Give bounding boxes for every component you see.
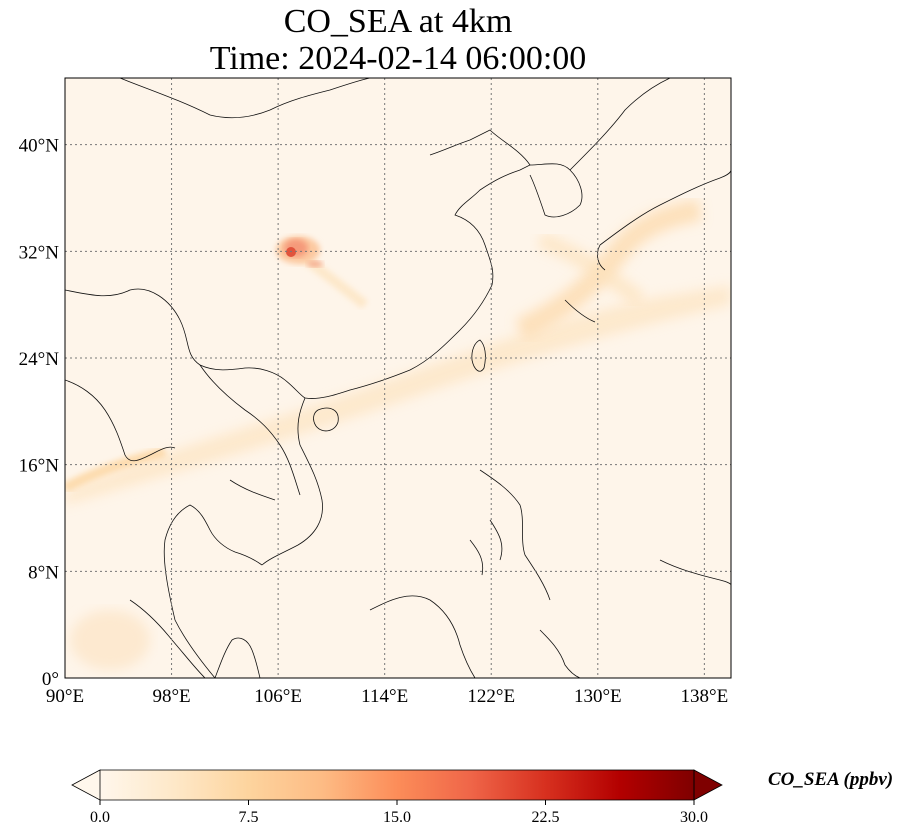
coastline-russia-north [119,78,371,119]
coastline-taiwan [471,339,486,372]
lat-tick-label: 40°N [19,136,60,157]
border-laos [199,364,301,501]
colorbar: 0.0 7.5 15.0 22.5 30.0 [71,769,723,826]
lat-tick-label: 24°N [19,349,60,370]
colorbar-extend-max [693,769,723,801]
lat-tick-label: 0° [42,669,59,690]
map-title-line2: Time: 2024-02-14 06:00:00 [209,40,587,77]
lon-tick-label: 106°E [254,686,302,707]
coastline-sea-of-japan [569,78,671,171]
co-hotspot-secondary [307,261,323,267]
plume-band-southwest [65,447,167,493]
co-hotspot-core [286,247,296,257]
plume-japan [537,232,645,307]
colorbar-tick-label: 30.0 [680,809,708,826]
coastline-borneo [369,595,476,678]
colorbar-tick-label: 7.5 [239,809,259,826]
gridlines [65,78,731,678]
coastline-sulawesi [539,629,581,678]
latitude-labels: 0° 8°N 16°N 24°N 32°N 40°N [19,136,60,690]
lon-tick-label: 114°E [361,686,408,707]
colorbar-tick-label: 15.0 [383,809,411,826]
colorbar-gradient [100,770,694,800]
coastline-myanmar [65,379,176,462]
colorbar-extend-min [71,769,101,801]
coastline-thailand [163,504,263,678]
lon-tick-label: 130°E [574,686,622,707]
lat-tick-label: 32°N [19,242,60,263]
colorbar-tick-label: 22.5 [532,809,560,826]
coastline-hainan [313,407,339,432]
colorbar-ticks: 0.0 7.5 15.0 22.5 30.0 [90,800,708,826]
plume-east-china-sea [515,199,702,340]
lat-tick-label: 16°N [19,456,60,477]
coastlines [65,78,731,678]
lat-tick-label: 8°N [28,562,59,583]
coastline-korea [529,163,583,218]
lon-tick-label: 122°E [467,686,515,707]
lon-tick-label: 98°E [152,686,190,707]
coastline-new-guinea [659,559,731,586]
coastline-malay [214,637,261,678]
map-frame [64,77,732,679]
plume-band-south [65,285,731,505]
lon-tick-label: 138°E [681,686,729,707]
longitude-labels: 90°E 98°E 106°E 114°E 122°E 130°E 138°E [46,686,728,707]
colorbar-title: CO_SEA (ppbv) [768,769,894,790]
colorbar-tick-label: 0.0 [90,809,110,826]
plume-bay-of-bengal-south [70,610,150,670]
lon-tick-label: 90°E [46,686,84,707]
border-china-inner [65,288,306,399]
map-title-line1: CO_SEA at 4km [283,3,513,40]
coastline-vietnam [261,397,323,566]
coastline-china-east [304,129,531,399]
co-concentration-field [65,78,731,678]
coastline-philippines [469,469,551,601]
